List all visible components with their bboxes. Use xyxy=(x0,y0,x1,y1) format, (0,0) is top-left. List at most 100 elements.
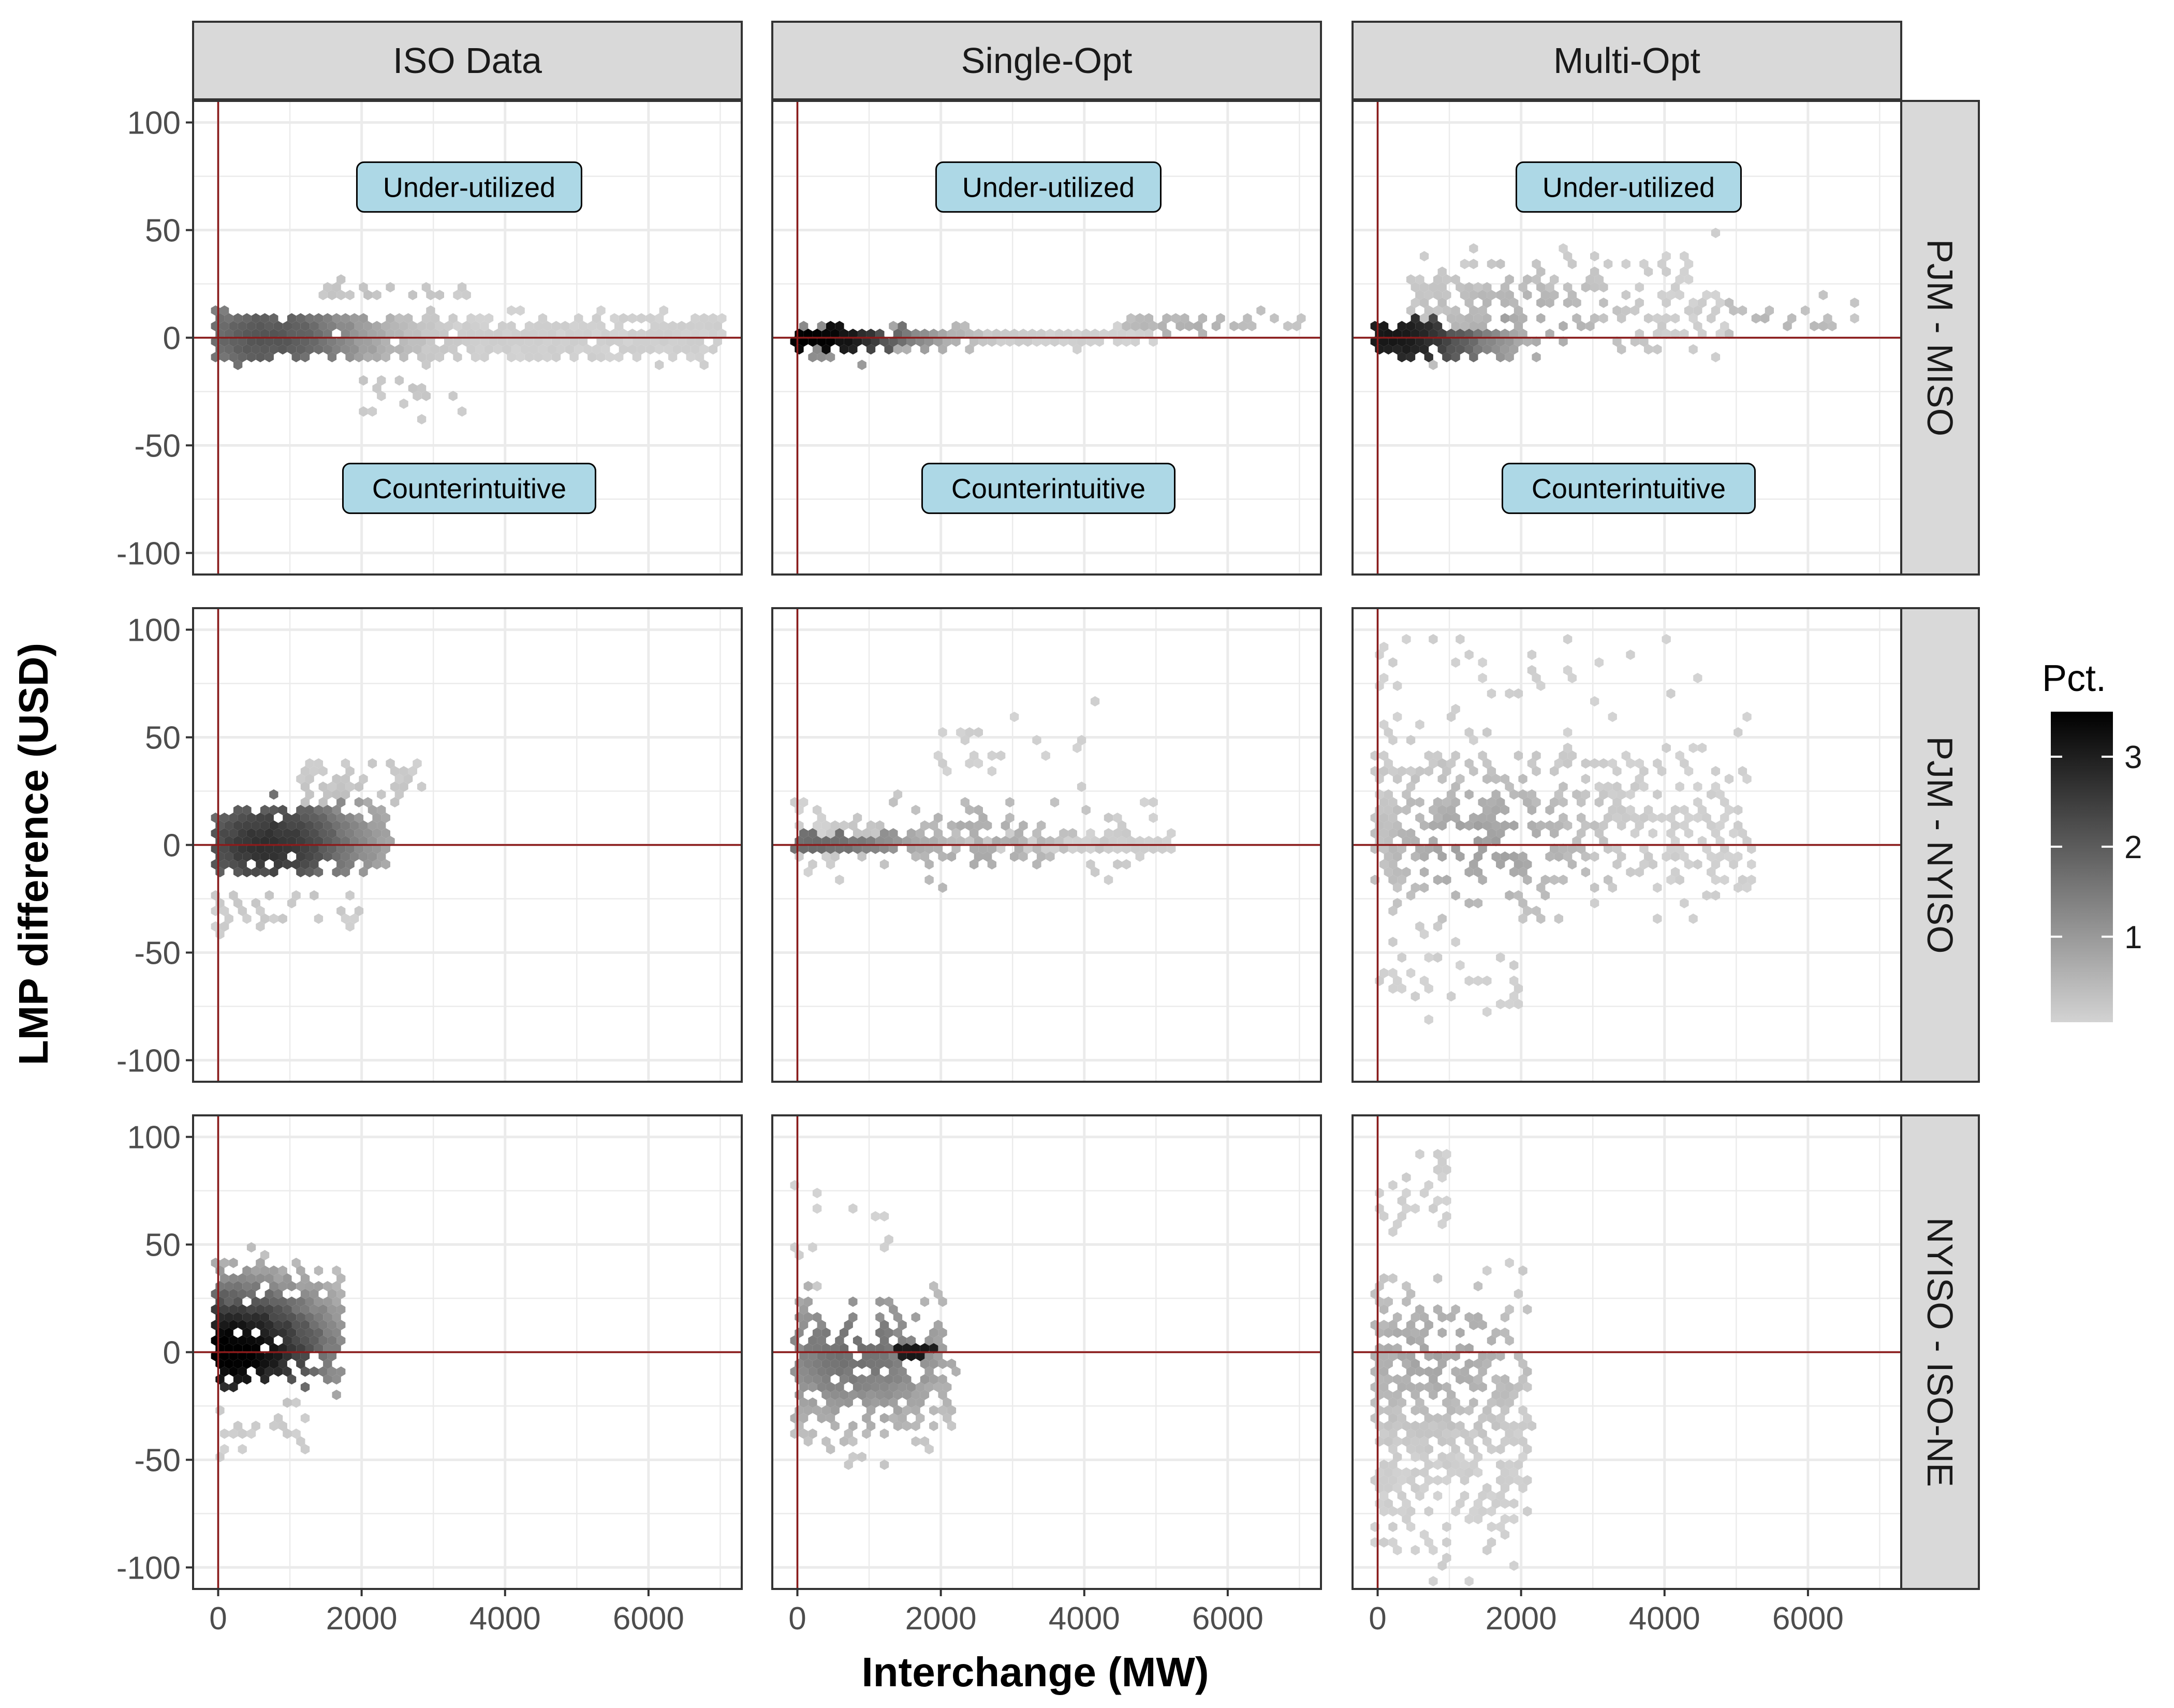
hexbin-cell xyxy=(314,329,324,339)
hexbin-cell xyxy=(265,1304,274,1315)
hexbin-cell xyxy=(1392,882,1402,893)
hexbin-cell xyxy=(300,336,310,347)
hexbin-cell xyxy=(1738,828,1747,838)
hexbin-cell xyxy=(291,890,301,901)
hexbin-cell xyxy=(799,1382,809,1392)
hexbin-cell xyxy=(853,844,862,854)
hexbin-cell xyxy=(1379,1273,1389,1284)
hexbin-cell xyxy=(421,391,431,401)
hexbin-cell xyxy=(1406,1475,1416,1485)
hexbin-cell xyxy=(1041,750,1050,761)
hexbin-cell xyxy=(803,1359,813,1369)
hexbin-cell xyxy=(879,1320,889,1330)
hexbin-cell xyxy=(848,1452,858,1462)
hexbin-cell xyxy=(1653,344,1662,355)
hexbin-cell xyxy=(260,313,270,323)
hexbin-cell xyxy=(1442,1397,1451,1408)
hexbin-cell xyxy=(565,329,575,339)
hexbin-cell xyxy=(386,836,395,846)
hexbin-cell xyxy=(345,813,355,823)
hexbin-cell xyxy=(1379,1491,1389,1501)
hexbin-cell xyxy=(1073,329,1082,339)
hexbin-cell xyxy=(413,329,422,339)
hexbin-cell xyxy=(300,1444,310,1454)
hexbin-cell xyxy=(542,352,552,362)
hexbin-cell xyxy=(233,836,243,846)
hexbin-cell xyxy=(812,1343,822,1353)
hexbin-cell xyxy=(260,867,270,877)
hexbin-cell xyxy=(686,336,695,347)
hexbin-cell xyxy=(1283,321,1292,331)
hexbin-cell xyxy=(224,344,233,355)
hexbin-cell xyxy=(386,282,395,292)
hexbin-cell xyxy=(1724,329,1734,339)
annotation-box xyxy=(921,463,1176,514)
hexbin-cell xyxy=(246,336,256,347)
hexbin-cell xyxy=(835,875,844,885)
hexbin-cell xyxy=(516,305,525,316)
hexbin-cell xyxy=(300,1289,310,1299)
hexbin-cell xyxy=(978,813,988,823)
hexbin-cell xyxy=(1563,851,1573,862)
hexbin-cell xyxy=(1662,851,1671,862)
hexbin-cell xyxy=(898,1320,907,1330)
hexbin-cell xyxy=(826,1444,835,1454)
hexbin-layer xyxy=(1370,228,1859,370)
hexbin-cell xyxy=(1608,758,1617,769)
hexbin-cell xyxy=(1505,1397,1514,1408)
hexbin-cell xyxy=(1050,844,1060,854)
hexbin-cell xyxy=(803,1312,813,1322)
hexbin-cell xyxy=(1590,898,1599,908)
hexbin-cell xyxy=(970,828,979,838)
hexbin-cell xyxy=(1666,844,1676,854)
hexbin-cell xyxy=(305,867,314,877)
hexbin-cell xyxy=(1456,282,1465,292)
hexbin-cell xyxy=(1500,851,1510,862)
hexbin-cell xyxy=(1599,758,1608,769)
hexbin-cell xyxy=(1429,805,1438,815)
hexbin-cell xyxy=(1666,290,1676,300)
hexbin-cell xyxy=(884,1343,893,1353)
hexbin-cell xyxy=(1509,789,1519,800)
hexbin-cell xyxy=(1384,344,1393,355)
hexbin-cell xyxy=(853,1382,862,1392)
x-tick-label: 2000 xyxy=(905,1601,977,1637)
hexbin-cell xyxy=(1707,313,1716,323)
hexbin-cell xyxy=(1411,313,1420,323)
hexbin-cell xyxy=(628,344,637,355)
hexbin-cell xyxy=(1496,859,1505,870)
hexbin-cell xyxy=(614,336,624,347)
hexbin-cell xyxy=(1059,336,1068,347)
hexbin-cell xyxy=(1411,329,1420,339)
hexbin-cell xyxy=(1415,1304,1424,1315)
hexbin-cell xyxy=(1684,259,1694,269)
hexbin-cell xyxy=(1149,797,1158,807)
hexbin-cell xyxy=(1086,336,1095,347)
hexbin-cell xyxy=(916,1351,925,1361)
hexbin-cell xyxy=(524,321,534,331)
hexbin-cell xyxy=(551,321,561,331)
hexbin-cell xyxy=(1429,1203,1438,1214)
hexbin-cell xyxy=(1648,828,1657,838)
hexbin-cell xyxy=(1419,1405,1429,1416)
hexbin-cell xyxy=(1176,321,1185,331)
hexbin-cell xyxy=(408,383,417,393)
hexbin-cell xyxy=(220,1429,229,1439)
hexbin-cell xyxy=(938,836,947,846)
hexbin-cell xyxy=(1379,1429,1389,1439)
hexbin-cell xyxy=(1729,859,1738,870)
hexbin-cell xyxy=(1482,298,1492,308)
x-tick-label: 0 xyxy=(1369,1601,1386,1637)
hexbin-cell xyxy=(1563,758,1573,769)
hexbin-cell xyxy=(1711,859,1721,870)
hexbin-cell xyxy=(305,805,314,815)
hexbin-cell xyxy=(480,321,489,331)
hexbin-cell xyxy=(1411,282,1420,292)
hexbin-cell xyxy=(1388,937,1398,947)
hexbin-cell xyxy=(1437,1328,1447,1338)
annotation-counterintuitive: Counterintuitive xyxy=(342,463,596,514)
hexbin-cell xyxy=(1406,274,1416,285)
hexbin-cell xyxy=(332,774,341,784)
hexbin-cell xyxy=(1424,844,1433,854)
hexbin-cell xyxy=(951,1366,961,1377)
